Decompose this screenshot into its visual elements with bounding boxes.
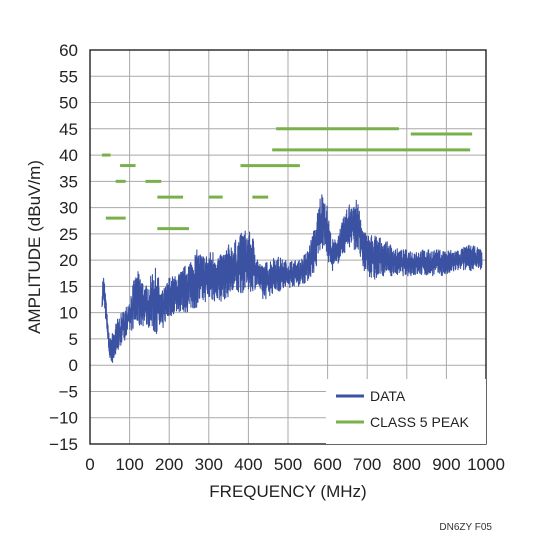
y-tick-label: 20 (59, 251, 78, 270)
x-tick-label: 600 (313, 455, 341, 474)
y-tick-label: −10 (49, 409, 78, 428)
legend-label-data: DATA (370, 388, 406, 404)
y-tick-label: 50 (59, 94, 78, 113)
x-tick-labels: 0 100 200 300 400 500 600 700 800 900 1000 (85, 455, 505, 474)
x-tick-label: 800 (393, 455, 421, 474)
x-tick-label: 300 (195, 455, 223, 474)
data-series-trace (101, 194, 483, 363)
y-tick-label: 10 (59, 304, 78, 323)
x-tick-label: 700 (353, 455, 381, 474)
y-tick-label: 40 (59, 146, 78, 165)
figure-id: DN6ZY F05 (439, 522, 492, 533)
y-tick-label: −5 (59, 382, 78, 401)
y-tick-label: 25 (59, 225, 78, 244)
y-tick-label: 60 (59, 41, 78, 60)
data-series (101, 194, 483, 363)
x-tick-label: 100 (115, 455, 143, 474)
plot-frame (89, 49, 487, 445)
y-tick-label: 35 (59, 172, 78, 191)
legend-label-class5-peak: CLASS 5 PEAK (370, 414, 469, 430)
y-tick-label: 30 (59, 199, 78, 218)
y-tick-label: 55 (59, 67, 78, 86)
legend: DATA CLASS 5 PEAK (326, 379, 486, 444)
y-tick-label: 45 (59, 120, 78, 139)
legend-background (326, 379, 486, 444)
y-tick-label: 0 (69, 356, 78, 375)
x-axis-title: FREQUENCY (MHz) (209, 482, 366, 501)
x-tick-label: 1000 (467, 455, 505, 474)
x-tick-label: 200 (155, 455, 183, 474)
x-tick-label: 0 (85, 455, 94, 474)
x-tick-label: 900 (432, 455, 460, 474)
x-tick-label: 400 (234, 455, 262, 474)
y-tick-label: 15 (59, 277, 78, 296)
y-tick-label: 5 (69, 330, 78, 349)
y-tick-label: −15 (49, 435, 78, 454)
y-axis-title: AMPLITUDE (dBuV/m) (25, 160, 44, 334)
x-tick-label: 500 (274, 455, 302, 474)
class5-limit-series (101, 127, 473, 231)
